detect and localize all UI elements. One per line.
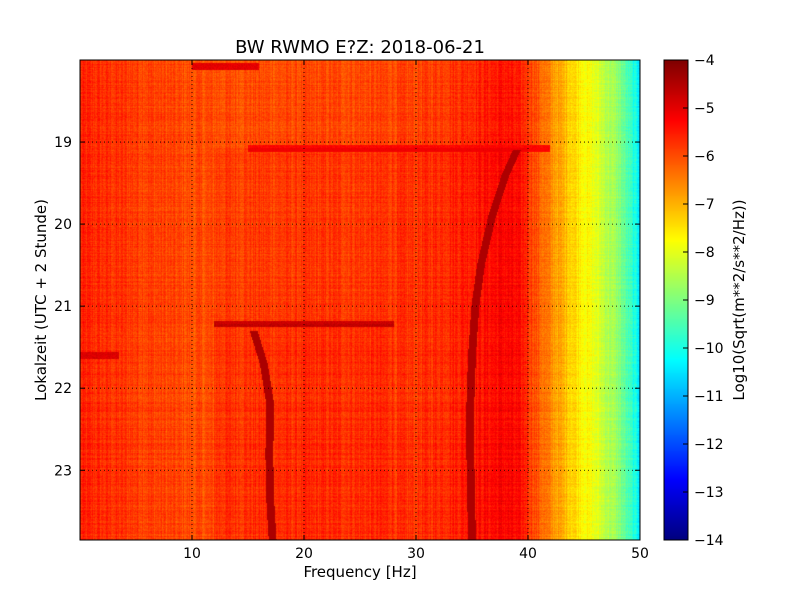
x-tick-label: 30 bbox=[407, 546, 425, 562]
x-tick-label: 50 bbox=[631, 546, 649, 562]
plot-frame bbox=[79, 59, 641, 541]
colorbar-axis: −4 −5 −6 −7 −8 −9 −10 −11 −12 −13 −14 bbox=[683, 53, 724, 549]
colorbar-tick-label: −8 bbox=[694, 245, 715, 261]
grid-lines bbox=[80, 60, 640, 540]
x-axis: 10 20 30 40 50 bbox=[183, 60, 649, 562]
colorbar-tick-label: −12 bbox=[694, 437, 724, 453]
x-axis-label: Frequency [Hz] bbox=[303, 563, 416, 581]
y-tick-label: 19 bbox=[54, 135, 72, 151]
x-tick-label: 40 bbox=[519, 546, 537, 562]
colorbar-label: Log10(Sqrt(m**2/s**2/Hz)) bbox=[730, 199, 748, 400]
y-tick-label: 23 bbox=[54, 463, 72, 479]
colorbar-tick-label: −9 bbox=[694, 293, 715, 309]
y-axis-label: Lokalzeit (UTC + 2 Stunde) bbox=[32, 199, 50, 401]
colorbar-tick-label: −14 bbox=[694, 533, 724, 549]
colorbar-tick-label: −13 bbox=[694, 485, 724, 501]
colorbar-tick-label: −4 bbox=[694, 53, 715, 69]
colorbar-tick-label: −11 bbox=[694, 389, 724, 405]
y-axis: 19 20 21 22 23 bbox=[54, 135, 640, 479]
x-tick-label: 10 bbox=[183, 546, 201, 562]
heatmap-area bbox=[80, 60, 640, 540]
colorbar-tick-label: −5 bbox=[694, 101, 715, 117]
y-tick-label: 21 bbox=[54, 299, 72, 315]
colorbar-tick-label: −7 bbox=[694, 197, 715, 213]
chart-title: BW RWMO E?Z: 2018-06-21 bbox=[235, 37, 485, 58]
colorbar-tick-label: −10 bbox=[694, 341, 724, 357]
y-tick-label: 22 bbox=[54, 381, 72, 397]
colorbar-tick-label: −6 bbox=[694, 149, 715, 165]
x-tick-label: 20 bbox=[295, 546, 313, 562]
y-tick-label: 20 bbox=[54, 217, 72, 233]
